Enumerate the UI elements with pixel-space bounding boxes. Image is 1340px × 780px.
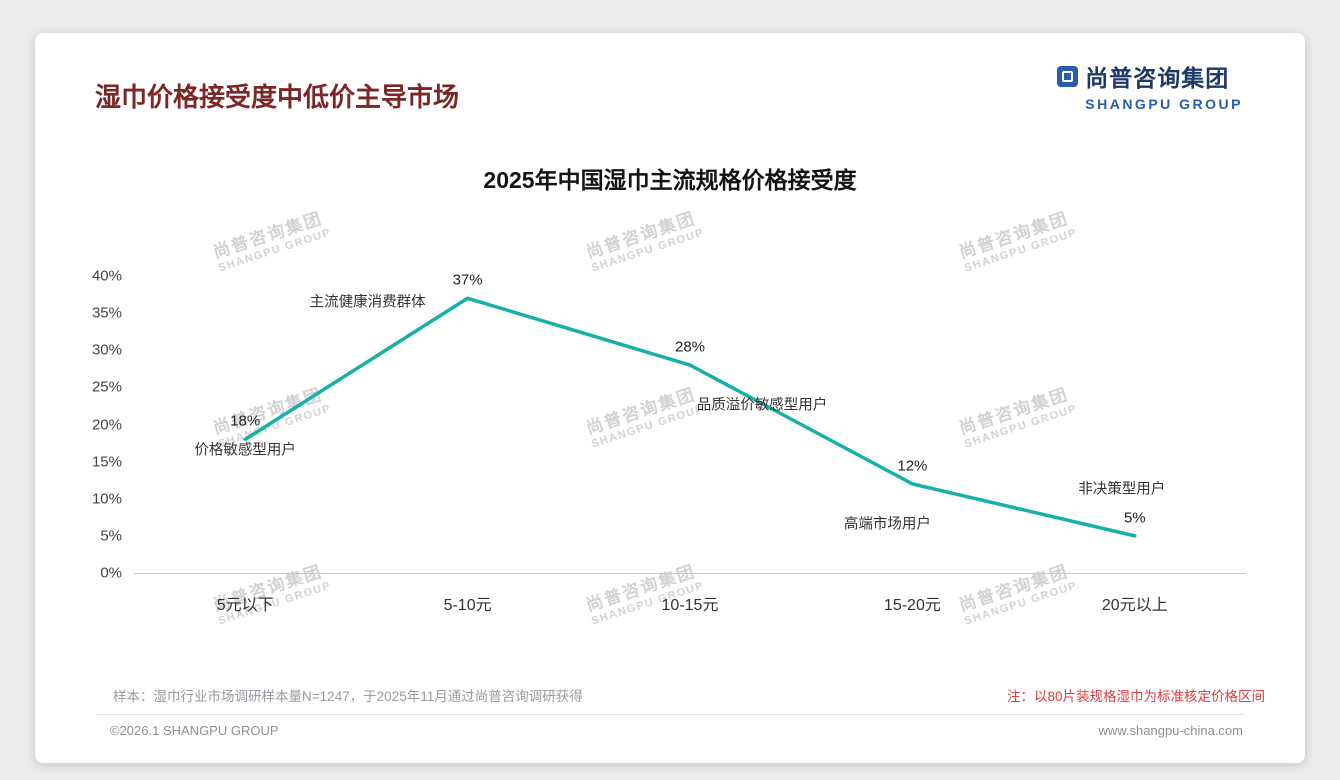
line-series-svg — [243, 296, 1137, 538]
logo-icon — [1057, 65, 1079, 87]
x-category-label: 5元以下 — [216, 597, 274, 614]
annotation: 非决策型用户 — [1078, 481, 1166, 498]
data-label: 18% — [230, 412, 261, 430]
data-label: 12% — [897, 457, 928, 475]
logo-row: 尚普咨询集团 — [1057, 59, 1243, 93]
watermark-text-cn: 尚普咨询集团 — [957, 208, 1072, 262]
chart-title: 2025年中国湿巾主流规格价格接受度 — [483, 167, 857, 193]
watermark-text-en: SHANGPU GROUP — [216, 226, 333, 275]
watermark: 尚普咨询集团 SHANGPU GROUP — [584, 206, 707, 276]
y-tick-label: 15% — [91, 453, 122, 471]
annotation: 高端市场用户 — [843, 516, 931, 533]
copyright: ©2026.1 SHANGPU GROUP — [110, 723, 279, 738]
price-note: 注：以80片装规格湿巾为标准核定价格区间 — [1006, 689, 1265, 704]
annotation: 主流健康消费群体 — [309, 294, 426, 311]
line-series — [243, 296, 1137, 538]
y-tick-label: 30% — [91, 341, 122, 359]
y-tick-label: 25% — [91, 378, 122, 396]
y-tick-label: 0% — [100, 564, 122, 582]
y-tick-label: 20% — [91, 416, 122, 433]
annotation: 价格敏感型用户 — [194, 442, 296, 459]
logo-text-cn: 尚普咨询集团 — [1085, 65, 1230, 91]
y-axis: 0% 5% 10% 15% 20% 25% 30% 35% 40% — [75, 268, 122, 582]
data-label: 28% — [674, 338, 706, 356]
footnotes: 样本：湿巾行业市场调研样本量N=1247，于2025年11月通过尚普咨询调研获得… — [113, 685, 1265, 705]
watermark-text-en: SHANGPU GROUP — [963, 226, 1080, 275]
annotation: 品质溢价敏感型用户 — [696, 397, 828, 414]
watermark-text-cn: 尚普咨询集团 — [210, 208, 325, 262]
plot-area: 18% 37% 28% 12% 5% 价格敏感型用户 主流健康消费群体品质溢价敏感型用户高端… — [134, 272, 1246, 574]
watermark: 尚普咨询集团 SHANGPU GROUP — [957, 206, 1080, 276]
x-category-label: 15-20元 — [883, 597, 941, 614]
x-category-label: 5-10元 — [443, 597, 492, 614]
x-category-label: 20元以上 — [1101, 597, 1168, 614]
data-label: 37% — [452, 271, 483, 289]
slide-card: 尚普咨询集团 SHANGPU GROUP 尚普咨询集团 SHANGPU GROUP 尚普… — [35, 33, 1305, 763]
y-tick-label: 40% — [91, 267, 122, 285]
y-tick-label: 10% — [91, 490, 122, 508]
x-axis: 5元以下 5-10元 10-15元 15-20元 20元以上 — [134, 585, 1246, 614]
page-title: 湿巾价格接受度中低价主导市场 — [95, 82, 460, 112]
y-tick-label: 5% — [100, 527, 122, 545]
logo-text-en: SHANGPU GROUP — [1085, 96, 1243, 112]
website-link: www.shangpu-china.com — [1098, 723, 1243, 738]
data-label: 5% — [1123, 509, 1146, 527]
x-category-label: 10-15元 — [661, 597, 719, 614]
watermark: 尚普咨询集团 SHANGPU GROUP — [210, 206, 333, 276]
watermark-text-cn: 尚普咨询集团 — [583, 208, 699, 262]
company-logo: 尚普咨询集团 SHANGPU GROUP — [1057, 59, 1243, 112]
watermark-text-en: SHANGPU GROUP — [590, 226, 706, 275]
y-tick-label: 35% — [91, 304, 122, 322]
sample-note: 样本：湿巾行业市场调研样本量N=1247，于2025年11月通过尚普咨询调研获得 — [113, 689, 583, 704]
footer-divider — [95, 714, 1245, 715]
slide-footer: ©2026.1 SHANGPU GROUP www.shangpu-china.… — [110, 723, 1243, 738]
